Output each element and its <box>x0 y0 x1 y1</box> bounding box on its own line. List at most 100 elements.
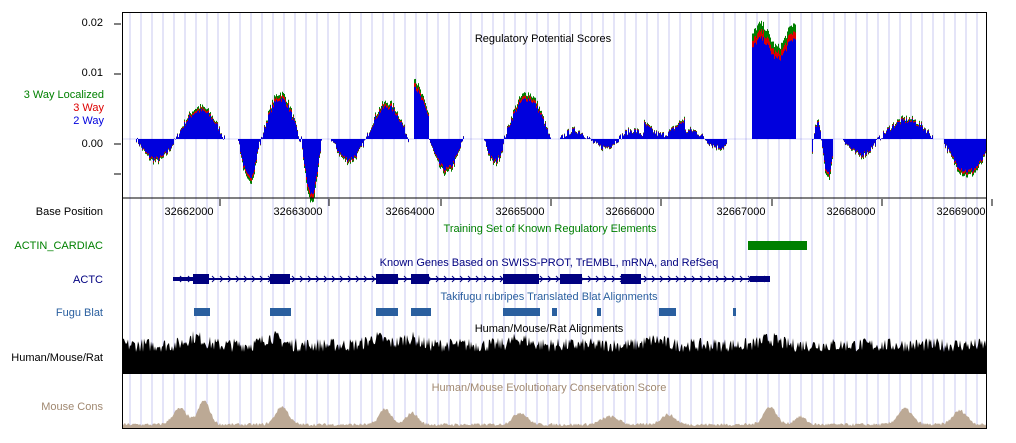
score-bar <box>161 139 162 157</box>
score-bar <box>947 139 948 152</box>
score-bar <box>195 112 196 139</box>
score-bar <box>652 130 653 139</box>
gene-exon <box>750 276 770 282</box>
gene-exon <box>411 274 429 284</box>
score-bar <box>598 139 599 145</box>
score-bar <box>705 139 706 141</box>
strand-arrow <box>323 275 328 283</box>
score-bar <box>790 40 791 139</box>
score-bar <box>535 103 536 139</box>
score-bar <box>685 130 686 139</box>
fugu-blat-features <box>194 308 736 316</box>
score-bar <box>663 132 664 139</box>
score-bar <box>684 119 685 139</box>
score-bar <box>168 139 169 149</box>
score-bar <box>765 44 766 139</box>
score-bar <box>703 136 704 139</box>
score-bar <box>822 139 823 148</box>
track-label-actin-cardiac[interactable]: ACTIN_CARDIAC <box>14 240 103 252</box>
score-bar <box>978 139 979 165</box>
score-bar <box>817 122 818 139</box>
score-bar <box>855 139 856 153</box>
score-bar <box>523 99 524 139</box>
track-label-actc[interactable]: ACTC <box>73 274 103 286</box>
title-training-set: Training Set of Known Regulatory Element… <box>443 223 657 235</box>
score-bar <box>831 139 832 163</box>
score-bar <box>600 139 601 145</box>
score-bar <box>884 133 885 139</box>
score-bar <box>499 139 500 159</box>
score-bar <box>710 139 711 144</box>
score-bar <box>579 131 580 139</box>
score-bar <box>950 139 951 152</box>
score-bar <box>417 92 418 139</box>
score-bar <box>429 139 430 140</box>
score-bar <box>431 139 432 145</box>
score-bar <box>664 137 665 139</box>
score-bar <box>853 139 854 149</box>
score-bar <box>581 133 582 139</box>
score-bar <box>279 100 280 139</box>
score-bar <box>381 110 382 139</box>
score-bar <box>282 97 283 139</box>
track-label-mouse-cons[interactable]: Mouse Cons <box>41 401 103 413</box>
score-bar <box>382 106 383 139</box>
score-bar <box>291 112 292 139</box>
score-bar <box>907 123 908 139</box>
score-bar <box>397 114 398 139</box>
blat-block <box>270 308 291 316</box>
score-bar <box>309 139 310 190</box>
score-bar <box>246 139 247 172</box>
score-bar <box>418 90 419 139</box>
score-bar <box>580 134 581 139</box>
score-bar <box>497 139 498 161</box>
score-bar <box>850 139 851 148</box>
score-bar <box>509 127 510 139</box>
score-bar <box>359 139 360 148</box>
score-bar <box>642 136 643 139</box>
score-bar <box>614 139 615 145</box>
track-label-fugu-blat[interactable]: Fugu Blat <box>55 307 103 319</box>
score-bar <box>774 59 775 139</box>
strand-arrow <box>435 275 440 283</box>
score-bar <box>344 139 345 156</box>
score-bar <box>461 139 462 142</box>
score-bar <box>296 126 297 139</box>
score-bar <box>967 139 968 173</box>
strand-arrow <box>243 275 248 283</box>
score-bar <box>865 139 866 156</box>
score-bar <box>456 139 457 155</box>
score-bar <box>353 139 354 159</box>
score-bar <box>362 139 363 143</box>
score-bar <box>683 122 684 139</box>
score-bar <box>183 127 184 139</box>
score-bar <box>646 126 647 139</box>
score-bar <box>846 139 847 144</box>
track-label-human-mouse-rat[interactable]: Human/Mouse/Rat <box>11 352 103 364</box>
strand-arrow <box>595 275 600 283</box>
score-bar <box>771 54 772 139</box>
score-bar <box>932 135 933 139</box>
score-bar <box>524 98 525 139</box>
track-label-base-position[interactable]: Base Position <box>35 206 103 218</box>
score-bar <box>277 101 278 139</box>
score-bar <box>532 103 533 139</box>
blat-block <box>503 308 540 316</box>
score-bar <box>531 102 532 139</box>
score-bar <box>962 139 963 172</box>
score-bar <box>788 42 789 140</box>
score-bar <box>820 131 821 139</box>
score-bar <box>567 130 568 139</box>
score-bar <box>816 126 817 139</box>
score-bar <box>440 139 441 165</box>
score-bar <box>462 139 463 142</box>
strand-arrow <box>251 275 256 283</box>
score-bar <box>203 110 204 139</box>
score-bar <box>244 139 245 166</box>
score-bar <box>587 136 588 139</box>
strand-arrow <box>307 275 312 283</box>
score-bar <box>885 134 886 139</box>
score-bar <box>308 139 309 187</box>
score-bar <box>484 139 485 141</box>
